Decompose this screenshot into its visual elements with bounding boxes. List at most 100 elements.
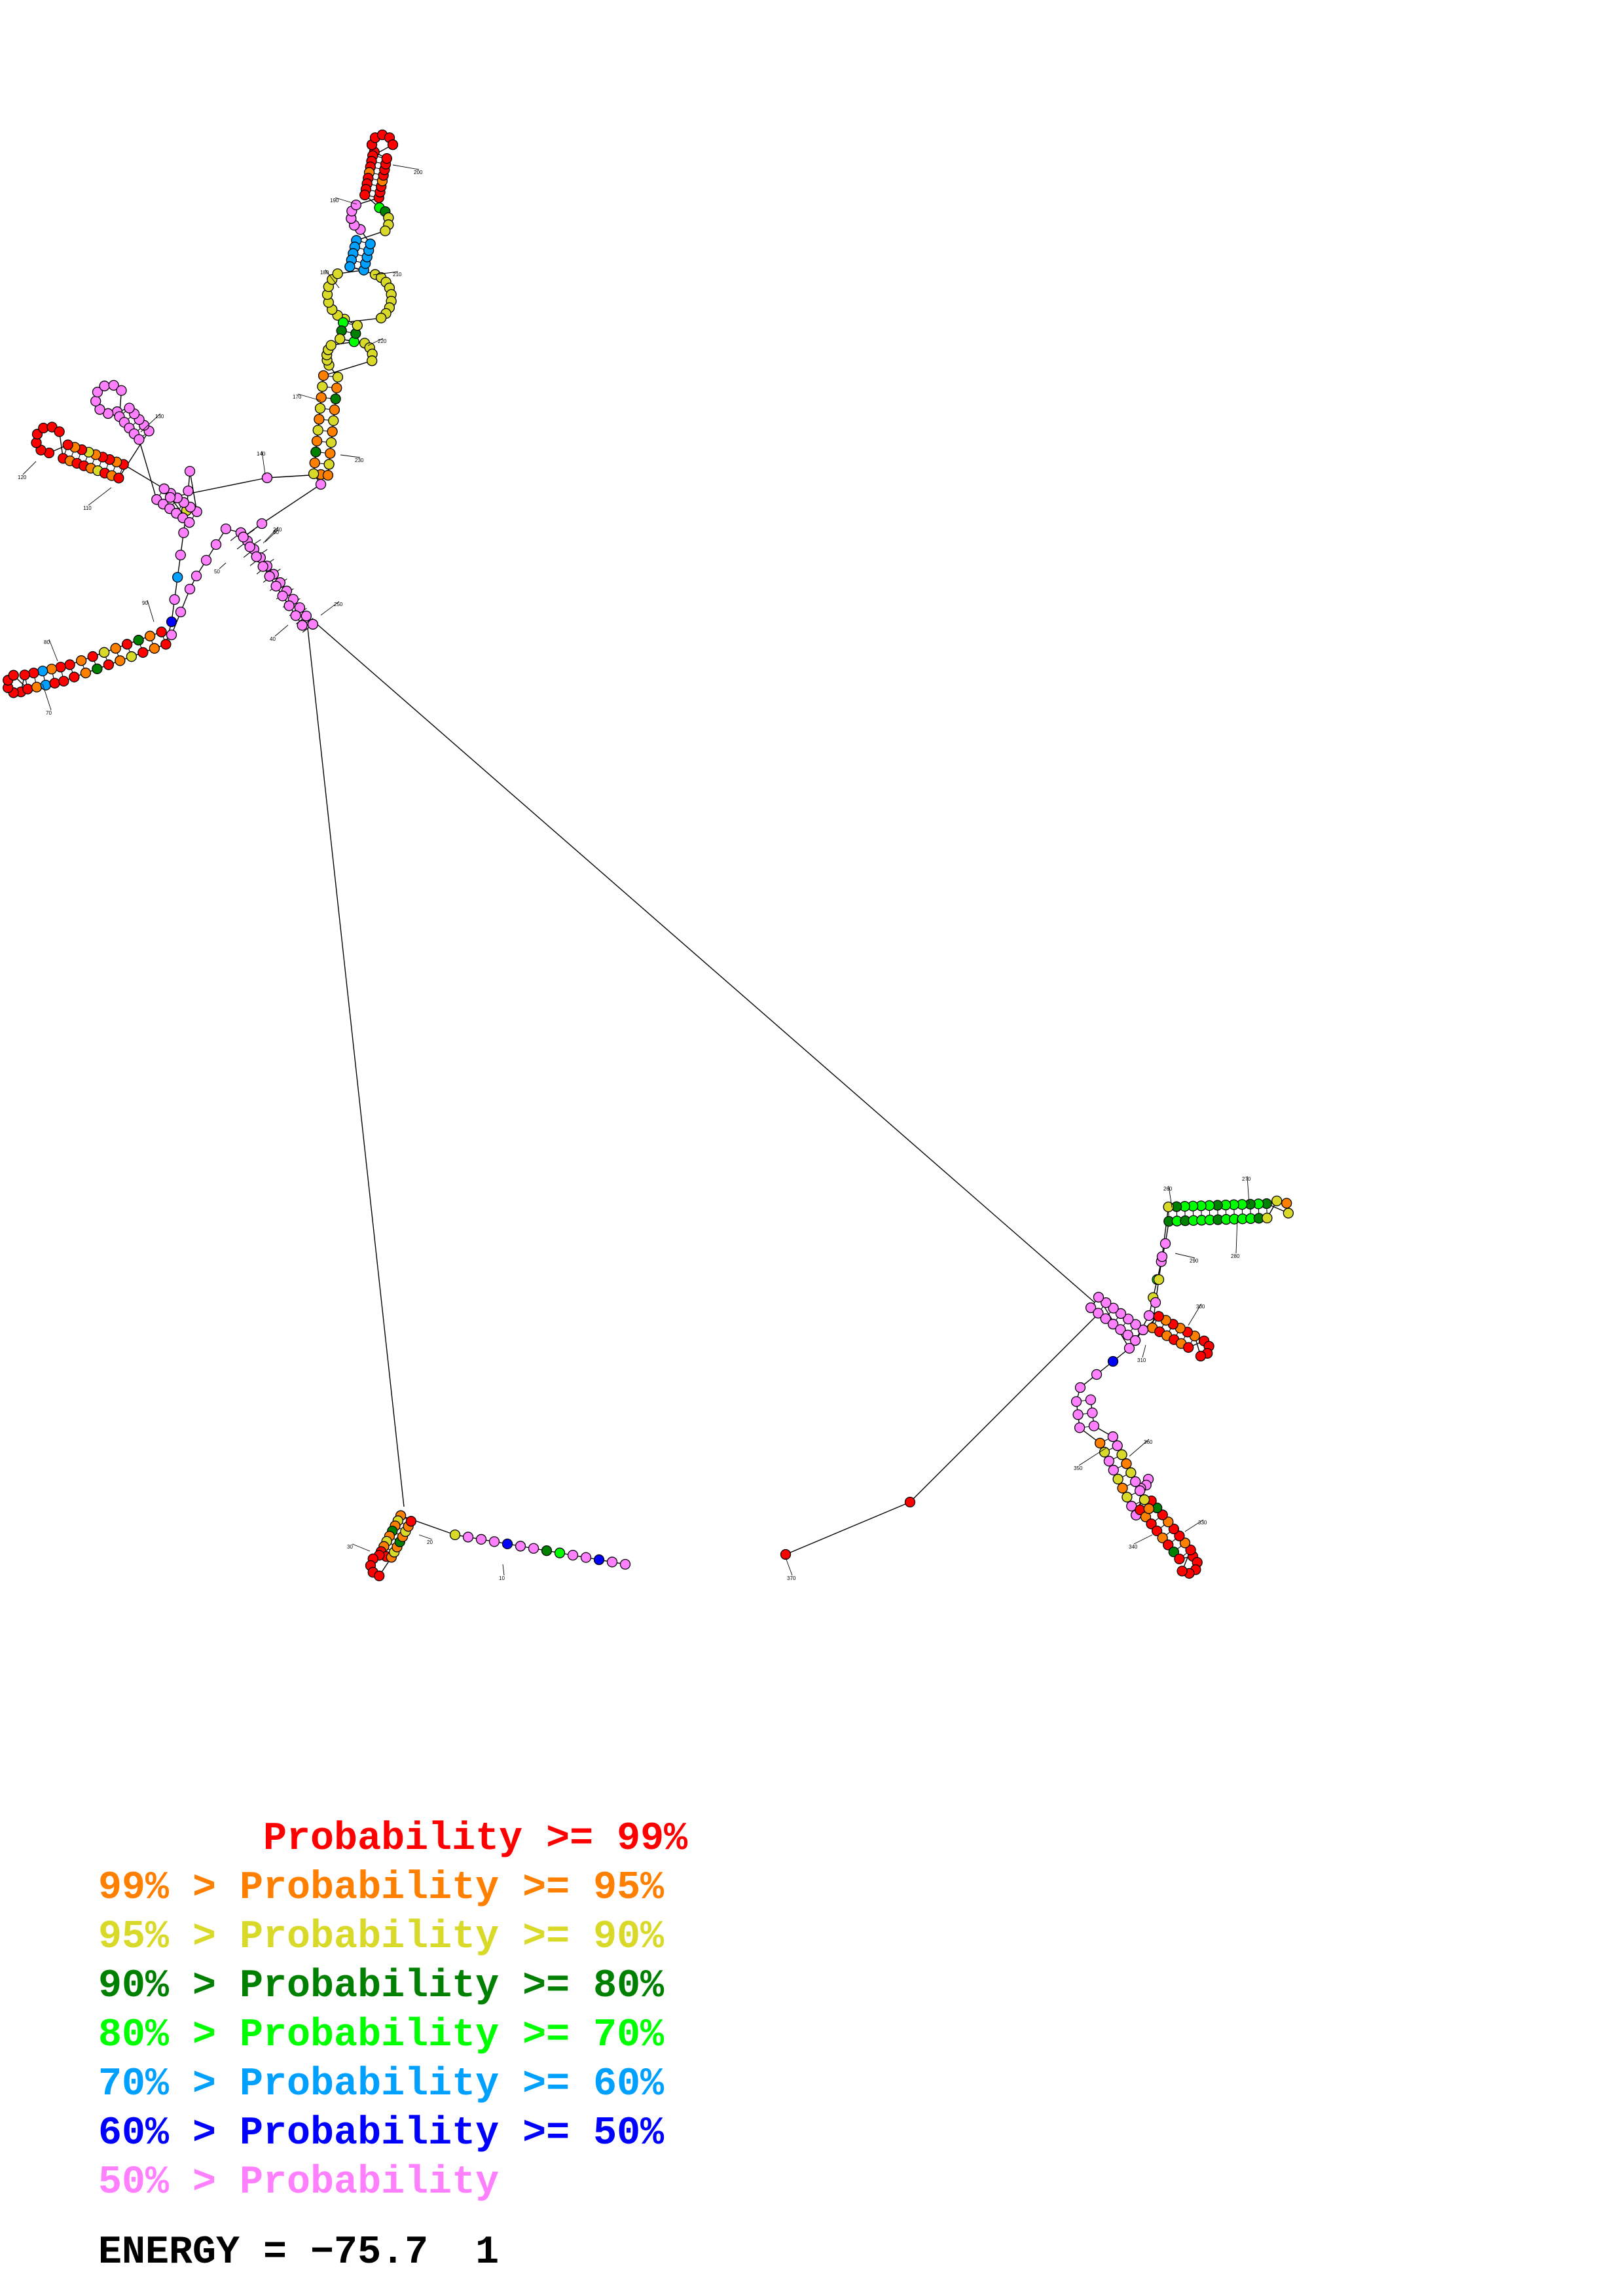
nucleotide [54,426,65,437]
nucleotide [124,403,135,414]
nucleotide [22,683,33,694]
position-tick [1168,1185,1173,1208]
nucleotide [1101,1297,1112,1308]
nucleotide [178,527,189,539]
position-tick [335,197,357,205]
position-label: 240 [273,527,282,533]
position-tick [1129,1439,1150,1457]
nucleotide [1159,1238,1171,1249]
nucleotide [449,1529,461,1541]
position-tick [261,450,266,475]
nucleotide [314,403,326,414]
nucleotide [1116,1449,1127,1460]
nucleotide [335,333,346,344]
nucleotide [1070,1396,1082,1407]
backbone-segment [343,317,382,323]
nucleotide [904,1496,916,1508]
position-label: 360 [1144,1439,1153,1445]
nucleotide [328,415,339,426]
nucleotide [257,561,268,572]
nucleotide [462,1532,474,1543]
nucleotide [1095,1437,1106,1449]
nucleotide [541,1545,553,1556]
legend-entry: 80% > Probability >= 70% [98,2013,665,2058]
position-tick [1235,1217,1238,1254]
nucleotide [160,639,172,650]
nucleotide [40,679,51,691]
position-tick [1184,1519,1204,1532]
position-tick [274,624,289,637]
position-tick [1175,1253,1195,1259]
nucleotide [1107,1355,1119,1367]
nucleotide [1087,1407,1098,1418]
nucleotide [1093,1291,1104,1303]
nucleotide [116,385,127,396]
nucleotide [1108,1302,1119,1314]
position-label: 260 [1163,1186,1173,1192]
position-label: 290 [1190,1258,1199,1264]
nucleotide [46,664,58,675]
nucleotide [1074,1382,1086,1393]
legend-entry: 50% > Probability [98,2161,500,2205]
position-label: 250 [334,601,343,607]
position-label: 90 [142,600,148,606]
nucleotide [352,320,363,331]
nucleotide [121,639,133,650]
position-tick [418,1534,433,1540]
nucleotide [1163,1539,1174,1551]
nucleotide [184,583,196,595]
nucleotide [1157,1509,1168,1520]
nucleotide [350,199,362,211]
nucleotide [359,189,371,200]
nucleotide [1115,1308,1127,1319]
nucleotide [158,483,170,494]
nucleotide [1091,1369,1103,1380]
nucleotide [110,643,121,654]
nucleotide [113,473,124,484]
nucleotide [1137,1324,1149,1336]
position-tick [219,562,227,569]
nucleotide [244,541,255,552]
nucleotide [1281,1198,1292,1209]
position-tick [785,1557,793,1576]
nucleotide [325,437,337,448]
nucleotide [184,517,195,528]
position-tick [1142,1344,1146,1358]
nucleotide [318,370,329,382]
position-label: 340 [1129,1544,1138,1550]
backbone-segment [123,464,165,490]
position-label: 270 [1242,1176,1251,1182]
position-tick [264,529,279,543]
position-tick [297,393,321,401]
nucleotide [191,570,202,582]
nucleotide [1085,1302,1097,1314]
nucleotide [49,677,60,689]
position-tick [373,271,399,276]
nucleotide [64,659,75,670]
nucleotide [19,670,30,681]
position-label: 30 [347,1544,353,1550]
nucleotide [75,655,87,666]
position-tick [88,487,112,506]
base-pairs [24,155,1267,1560]
nucleotide [325,448,336,459]
nucleotide [1156,1251,1168,1263]
nucleotide [329,404,340,416]
nucleotides [3,129,1294,1581]
position-tick [48,639,58,662]
nucleotide [283,600,295,611]
position-label: 310 [1137,1357,1146,1363]
nucleotide [1143,1310,1155,1321]
nucleotide [1112,1440,1123,1451]
nucleotide [28,668,39,679]
legend-entry: 90% > Probability >= 80% [98,1964,665,2009]
backbone-segment [138,439,157,500]
nucleotide [1185,1544,1196,1556]
nucleotide [387,139,399,151]
nucleotide [1163,1516,1174,1528]
nucleotide [1183,1342,1194,1353]
nucleotide [277,590,288,601]
position-tick [263,526,279,544]
nucleotide [311,435,323,447]
nucleotide [37,666,48,677]
